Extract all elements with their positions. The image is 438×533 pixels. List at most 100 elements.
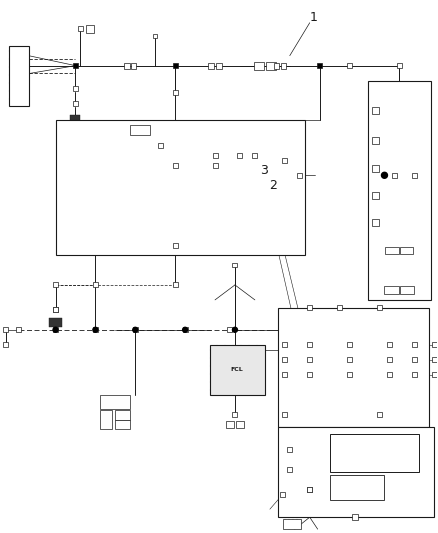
Bar bbox=[307, 342, 312, 347]
Text: 3: 3 bbox=[261, 164, 268, 176]
Bar bbox=[173, 163, 178, 168]
Text: 1: 1 bbox=[310, 11, 318, 24]
Bar bbox=[377, 412, 382, 417]
Bar bbox=[173, 282, 178, 287]
Bar bbox=[372, 219, 379, 225]
Bar bbox=[124, 63, 130, 69]
Bar bbox=[307, 305, 312, 310]
Bar bbox=[372, 107, 379, 114]
Bar bbox=[73, 86, 78, 91]
Bar bbox=[115, 409, 130, 419]
Bar bbox=[93, 282, 98, 287]
Bar bbox=[432, 357, 437, 362]
Bar bbox=[173, 243, 178, 247]
Bar bbox=[330, 475, 385, 500]
Bar bbox=[317, 63, 322, 68]
Bar bbox=[412, 342, 417, 347]
Bar bbox=[392, 173, 397, 178]
Bar bbox=[432, 342, 437, 347]
Bar bbox=[385, 286, 399, 294]
Bar bbox=[307, 372, 312, 377]
Bar bbox=[73, 63, 78, 68]
Circle shape bbox=[93, 327, 98, 332]
Bar bbox=[352, 514, 357, 520]
Bar bbox=[9, 46, 28, 106]
Text: 2: 2 bbox=[269, 180, 277, 192]
Bar bbox=[237, 153, 242, 158]
Bar bbox=[400, 286, 414, 294]
Bar bbox=[208, 63, 214, 69]
Bar bbox=[49, 318, 63, 327]
Bar bbox=[387, 357, 392, 362]
Circle shape bbox=[381, 172, 388, 178]
Bar bbox=[93, 327, 98, 332]
Text: FCL: FCL bbox=[230, 367, 244, 372]
Bar bbox=[131, 63, 136, 69]
Bar bbox=[372, 165, 379, 172]
Bar bbox=[385, 247, 399, 254]
Bar bbox=[283, 342, 287, 347]
Bar bbox=[130, 125, 150, 135]
Bar bbox=[330, 434, 419, 472]
Bar bbox=[377, 305, 382, 310]
Bar bbox=[283, 412, 287, 417]
Bar bbox=[53, 282, 58, 287]
Bar bbox=[173, 90, 178, 95]
Bar bbox=[233, 263, 237, 268]
Bar bbox=[53, 308, 58, 312]
Bar bbox=[367, 80, 431, 300]
Bar bbox=[297, 173, 302, 178]
Bar bbox=[56, 120, 305, 255]
Bar bbox=[387, 342, 392, 347]
Bar bbox=[53, 327, 58, 332]
Bar bbox=[307, 357, 312, 362]
Bar bbox=[71, 116, 81, 124]
Bar bbox=[274, 63, 279, 69]
Bar bbox=[78, 26, 83, 31]
Bar bbox=[53, 308, 58, 312]
Bar bbox=[307, 487, 312, 492]
Bar bbox=[173, 63, 178, 68]
Bar bbox=[233, 412, 237, 417]
Circle shape bbox=[133, 327, 138, 332]
Bar bbox=[212, 153, 218, 158]
Bar bbox=[210, 345, 265, 394]
Bar bbox=[283, 158, 287, 163]
Bar bbox=[287, 467, 292, 472]
Bar bbox=[397, 63, 402, 68]
Bar bbox=[281, 63, 286, 69]
Bar bbox=[400, 247, 413, 254]
Bar bbox=[347, 342, 352, 347]
Bar bbox=[133, 327, 138, 332]
Bar bbox=[226, 421, 234, 429]
Bar bbox=[227, 327, 233, 332]
Bar bbox=[372, 137, 379, 144]
Bar bbox=[236, 421, 244, 429]
Circle shape bbox=[53, 327, 58, 332]
Bar bbox=[337, 305, 342, 310]
Bar bbox=[254, 62, 264, 70]
Bar bbox=[412, 372, 417, 377]
Bar bbox=[283, 372, 287, 377]
Bar bbox=[372, 192, 379, 199]
Bar bbox=[265, 62, 276, 70]
Bar bbox=[412, 357, 417, 362]
Bar bbox=[16, 327, 21, 332]
Bar bbox=[307, 487, 312, 492]
Bar bbox=[278, 308, 429, 427]
Bar bbox=[252, 153, 258, 158]
Bar bbox=[3, 342, 8, 347]
Bar bbox=[115, 419, 130, 430]
Bar bbox=[280, 492, 285, 497]
Bar bbox=[3, 327, 8, 332]
Bar bbox=[283, 519, 301, 529]
Bar bbox=[347, 63, 352, 68]
Bar bbox=[278, 427, 434, 517]
Circle shape bbox=[233, 327, 237, 332]
Circle shape bbox=[183, 327, 187, 332]
Bar bbox=[73, 101, 78, 106]
Bar bbox=[100, 409, 112, 430]
Bar bbox=[183, 327, 187, 332]
Bar bbox=[387, 372, 392, 377]
Bar bbox=[283, 357, 287, 362]
